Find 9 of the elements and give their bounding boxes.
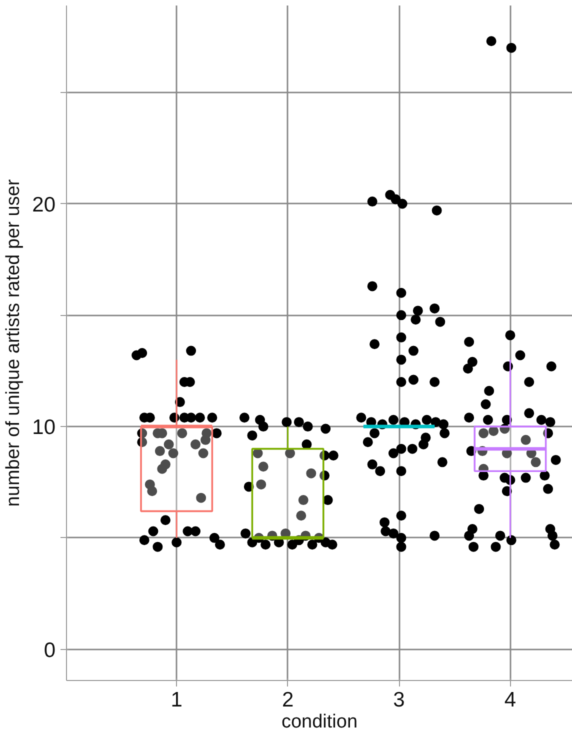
y-tick-label: 0 bbox=[44, 638, 56, 662]
x-tick-label: 3 bbox=[393, 688, 405, 712]
x-tick-label: 2 bbox=[282, 688, 294, 712]
x-tick-label: 4 bbox=[504, 688, 516, 712]
x-tick-label: 1 bbox=[170, 688, 182, 712]
x-axis-title: condition bbox=[281, 712, 358, 732]
y-axis-title: number of unique artists rated per user bbox=[3, 178, 24, 507]
y-tick-label: 20 bbox=[32, 193, 56, 216]
y-tick-label: 10 bbox=[32, 416, 56, 440]
